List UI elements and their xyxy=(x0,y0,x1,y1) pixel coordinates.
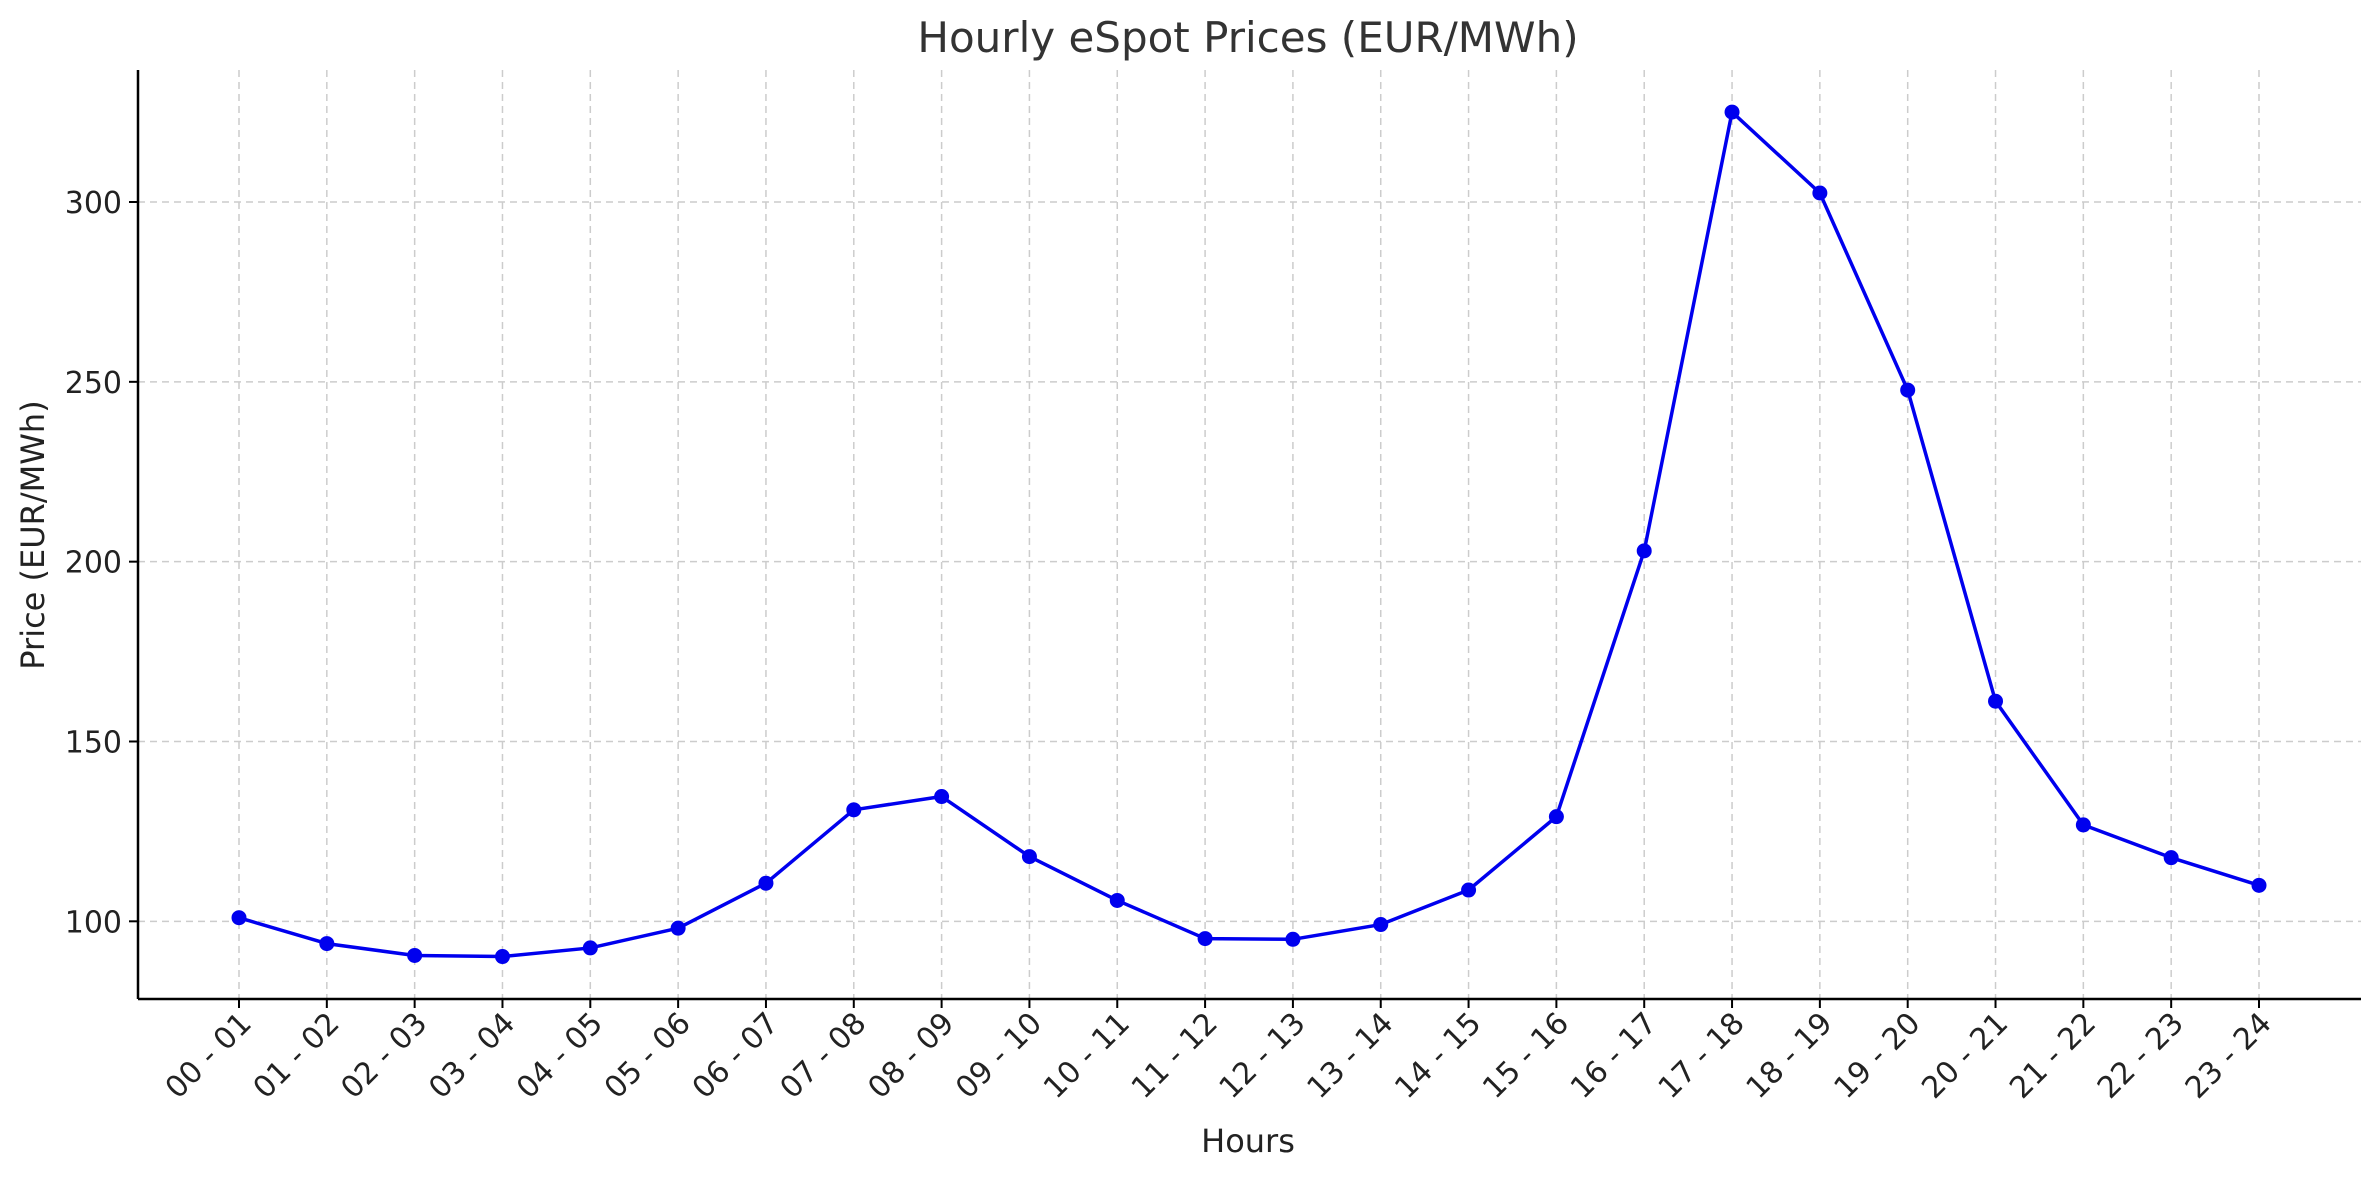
x-axis-label: Hours xyxy=(1201,1122,1295,1160)
y-tick-label: 150 xyxy=(65,725,122,760)
data-point xyxy=(407,947,423,963)
data-point xyxy=(1548,809,1564,825)
x-tick-label: 08 - 09 xyxy=(861,1006,961,1106)
data-point xyxy=(1461,882,1477,898)
data-point xyxy=(670,920,686,936)
data-point xyxy=(2163,850,2179,866)
data-point xyxy=(2075,817,2091,833)
y-axis-label: Price (EUR/MWh) xyxy=(14,400,52,669)
y-tick-label: 200 xyxy=(65,546,122,581)
x-tick-label: 04 - 05 xyxy=(510,1006,610,1106)
x-tick-label: 17 - 18 xyxy=(1652,1006,1752,1106)
data-point xyxy=(758,875,774,891)
x-tick-label: 23 - 24 xyxy=(2179,1006,2279,1106)
data-point xyxy=(319,936,335,952)
data-point xyxy=(582,940,598,956)
data-point xyxy=(1285,931,1301,947)
data-point xyxy=(846,802,862,818)
data-series xyxy=(231,104,2267,965)
data-point xyxy=(1900,382,1916,398)
x-tick-label: 03 - 04 xyxy=(422,1006,522,1106)
x-tick-label: 05 - 06 xyxy=(598,1006,698,1106)
data-point xyxy=(1812,185,1828,201)
x-tick-label: 10 - 11 xyxy=(1037,1006,1137,1106)
x-tick-label: 06 - 07 xyxy=(686,1006,786,1106)
x-tick-label: 07 - 08 xyxy=(774,1006,874,1106)
x-tick-label: 20 - 21 xyxy=(1915,1006,2015,1106)
x-tick-label: 02 - 03 xyxy=(334,1006,434,1106)
x-tick-label: 19 - 20 xyxy=(1827,1006,1927,1106)
data-point xyxy=(2251,877,2267,893)
x-tick-label: 21 - 22 xyxy=(2003,1006,2103,1106)
y-tick-label: 300 xyxy=(65,186,122,221)
x-tick-label: 15 - 16 xyxy=(1476,1006,1576,1106)
y-tick-label: 250 xyxy=(65,366,122,401)
series-line xyxy=(238,110,2260,959)
x-tick-label: 18 - 19 xyxy=(1740,1006,1840,1106)
data-point xyxy=(1724,104,1740,120)
data-point xyxy=(1988,693,2004,709)
x-tick-label: 13 - 14 xyxy=(1301,1006,1401,1106)
grid xyxy=(138,70,2361,999)
axes xyxy=(136,70,2361,1001)
x-tick-label: 22 - 23 xyxy=(2091,1006,2191,1106)
y-tick-label: 100 xyxy=(65,905,122,940)
data-point xyxy=(1197,931,1213,947)
data-point xyxy=(231,910,247,926)
x-tick-label: 14 - 15 xyxy=(1388,1006,1488,1106)
data-point xyxy=(494,949,510,965)
y-axis-ticks: 100 150 200 250 300 xyxy=(65,186,138,940)
x-tick-label: 01 - 02 xyxy=(247,1006,347,1106)
data-point xyxy=(1636,543,1652,559)
x-tick-label: 09 - 10 xyxy=(949,1006,1049,1106)
x-tick-label: 16 - 17 xyxy=(1564,1006,1664,1106)
x-tick-label: 00 - 01 xyxy=(159,1006,259,1106)
data-point xyxy=(934,789,950,805)
chart-title: Hourly eSpot Prices (EUR/MWh) xyxy=(917,13,1578,62)
data-point xyxy=(1373,917,1389,933)
data-point xyxy=(1109,892,1125,908)
x-tick-label: 12 - 13 xyxy=(1213,1006,1313,1106)
x-tick-label: 11 - 12 xyxy=(1125,1006,1225,1106)
data-point xyxy=(1021,849,1037,865)
